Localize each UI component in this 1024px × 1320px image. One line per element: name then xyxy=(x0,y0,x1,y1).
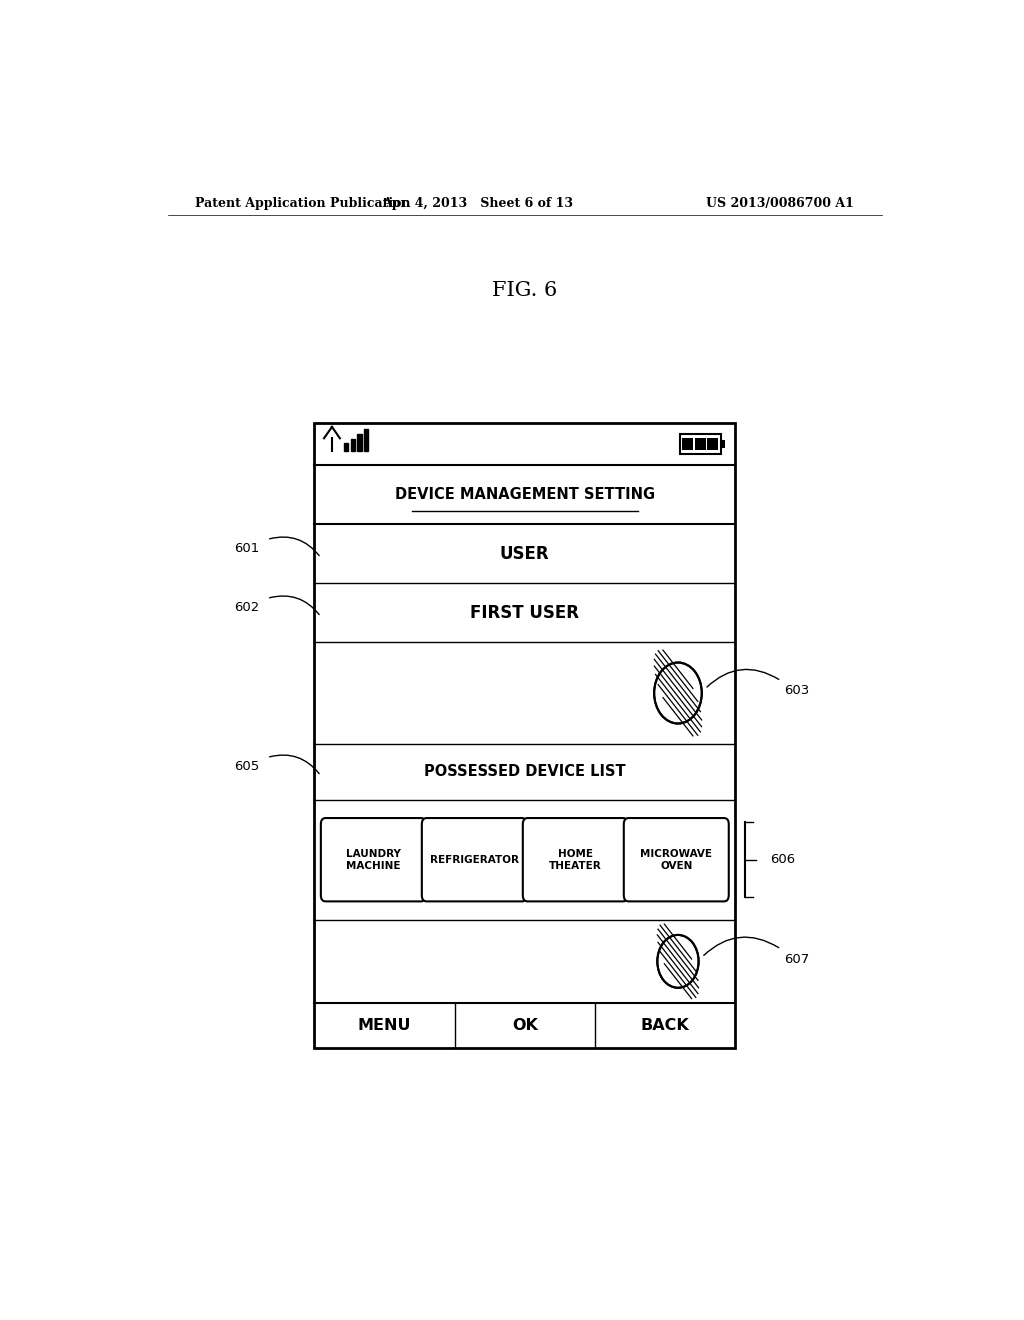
Text: 601: 601 xyxy=(233,543,259,556)
Bar xyxy=(365,429,369,451)
Bar xyxy=(344,444,348,451)
Text: FIRST USER: FIRST USER xyxy=(470,603,580,622)
FancyBboxPatch shape xyxy=(321,818,426,902)
Text: 607: 607 xyxy=(784,953,810,966)
Text: 606: 606 xyxy=(770,853,796,866)
Bar xyxy=(350,440,355,451)
Text: DEVICE MANAGEMENT SETTING: DEVICE MANAGEMENT SETTING xyxy=(394,487,655,503)
Text: Apr. 4, 2013   Sheet 6 of 13: Apr. 4, 2013 Sheet 6 of 13 xyxy=(382,197,572,210)
Text: POSSESSED DEVICE LIST: POSSESSED DEVICE LIST xyxy=(424,764,626,779)
Text: FIG. 6: FIG. 6 xyxy=(493,281,557,300)
Text: MENU: MENU xyxy=(357,1018,412,1032)
Text: REFRIGERATOR: REFRIGERATOR xyxy=(430,855,519,865)
Text: Patent Application Publication: Patent Application Publication xyxy=(196,197,411,210)
FancyBboxPatch shape xyxy=(422,818,526,902)
Text: OK: OK xyxy=(512,1018,538,1032)
Circle shape xyxy=(654,663,701,723)
Text: US 2013/0086700 A1: US 2013/0086700 A1 xyxy=(707,197,854,210)
Text: BACK: BACK xyxy=(641,1018,689,1032)
Bar xyxy=(708,438,718,450)
Text: 602: 602 xyxy=(233,601,259,614)
Bar xyxy=(694,438,706,450)
Text: HOME
THEATER: HOME THEATER xyxy=(549,849,602,871)
Text: 605: 605 xyxy=(233,760,259,774)
Text: 603: 603 xyxy=(784,685,810,697)
Bar xyxy=(682,438,693,450)
Bar xyxy=(721,440,725,447)
Circle shape xyxy=(657,935,698,987)
Text: USER: USER xyxy=(500,545,550,562)
Bar xyxy=(357,434,361,451)
Bar xyxy=(314,422,735,1048)
Text: MICROWAVE
OVEN: MICROWAVE OVEN xyxy=(640,849,713,871)
FancyBboxPatch shape xyxy=(624,818,729,902)
Text: LAUNDRY
MACHINE: LAUNDRY MACHINE xyxy=(346,849,400,871)
FancyBboxPatch shape xyxy=(523,818,628,902)
Bar xyxy=(680,434,721,454)
